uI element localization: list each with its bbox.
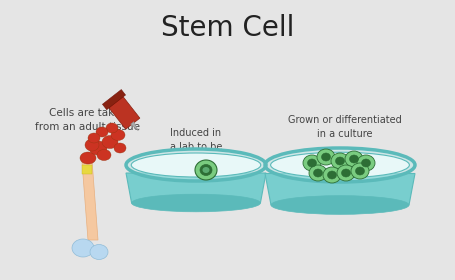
Ellipse shape	[327, 171, 336, 179]
Polygon shape	[130, 122, 138, 131]
Ellipse shape	[341, 169, 350, 177]
FancyBboxPatch shape	[107, 94, 140, 129]
Ellipse shape	[270, 152, 409, 178]
Ellipse shape	[85, 139, 99, 151]
Text: Grown or differentiated
in a culture: Grown or differentiated in a culture	[288, 115, 401, 139]
Ellipse shape	[72, 239, 94, 257]
Ellipse shape	[316, 149, 334, 165]
Ellipse shape	[313, 169, 322, 177]
Ellipse shape	[80, 152, 96, 164]
Ellipse shape	[131, 153, 260, 177]
Polygon shape	[82, 165, 92, 174]
Ellipse shape	[102, 136, 118, 148]
Ellipse shape	[88, 133, 100, 143]
Ellipse shape	[308, 165, 326, 181]
Ellipse shape	[355, 167, 364, 175]
Ellipse shape	[322, 167, 340, 183]
Ellipse shape	[200, 165, 212, 176]
Ellipse shape	[321, 153, 330, 161]
Text: Cells are taken
from an adult tissue: Cells are taken from an adult tissue	[35, 108, 140, 132]
Ellipse shape	[349, 155, 358, 163]
Ellipse shape	[302, 155, 320, 171]
Text: Induced in
a lab to be
pluripotent: Induced in a lab to be pluripotent	[168, 128, 222, 166]
Polygon shape	[82, 160, 98, 240]
Ellipse shape	[131, 194, 260, 212]
Ellipse shape	[307, 159, 316, 167]
Ellipse shape	[264, 148, 414, 182]
Ellipse shape	[361, 159, 369, 167]
Ellipse shape	[114, 143, 126, 153]
Ellipse shape	[356, 155, 374, 171]
Polygon shape	[264, 174, 414, 205]
Ellipse shape	[270, 196, 408, 214]
Ellipse shape	[344, 151, 362, 167]
Text: Stem Cell: Stem Cell	[161, 14, 294, 42]
FancyBboxPatch shape	[102, 90, 125, 110]
Ellipse shape	[96, 127, 108, 137]
Ellipse shape	[89, 141, 107, 155]
Ellipse shape	[202, 167, 209, 173]
Ellipse shape	[97, 150, 111, 160]
Ellipse shape	[195, 160, 217, 180]
Ellipse shape	[336, 165, 354, 181]
Ellipse shape	[126, 149, 265, 181]
Ellipse shape	[350, 163, 368, 179]
Ellipse shape	[111, 130, 125, 141]
Ellipse shape	[90, 244, 108, 260]
Polygon shape	[126, 173, 265, 203]
Ellipse shape	[335, 157, 344, 165]
Ellipse shape	[106, 123, 118, 133]
Ellipse shape	[330, 153, 348, 169]
